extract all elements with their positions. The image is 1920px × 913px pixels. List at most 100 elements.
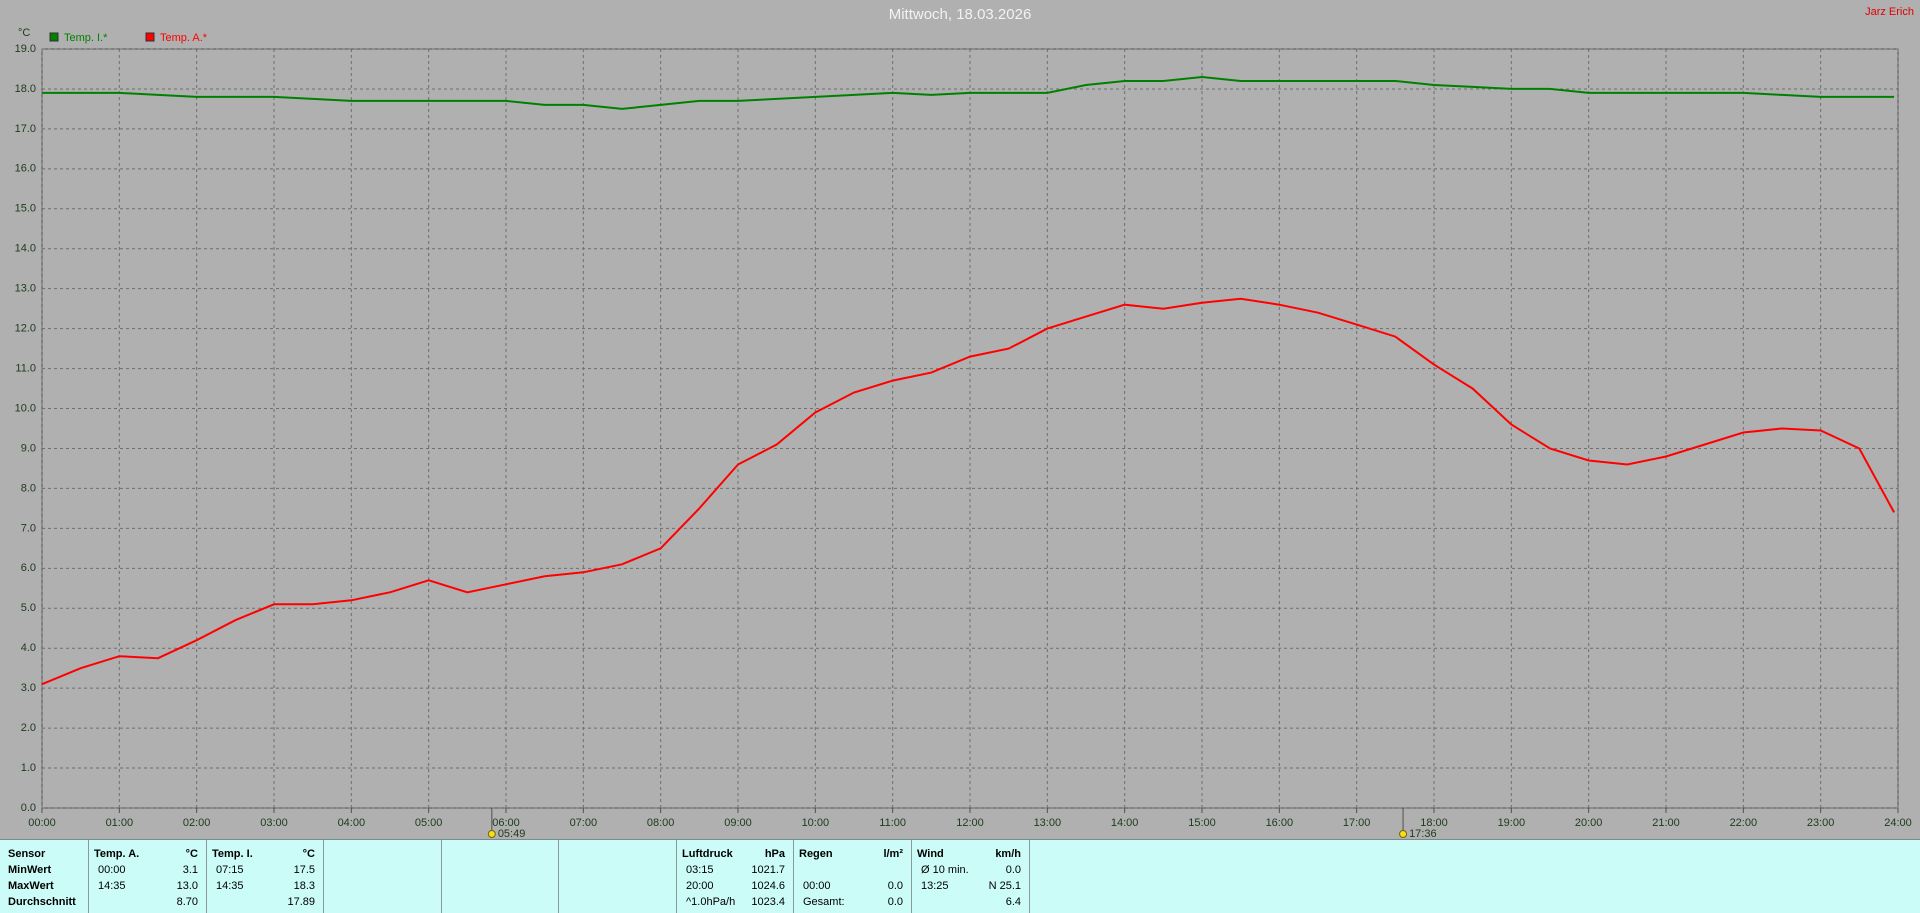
cell-time: 13:25 [921, 880, 949, 892]
x-tick-label: 04:00 [338, 817, 366, 829]
x-tick-label: 12:00 [956, 817, 984, 829]
cell-time: 20:00 [686, 880, 714, 892]
y-tick-label: 10.0 [15, 402, 36, 414]
y-tick-label: 2.0 [21, 722, 36, 734]
sensor-row-label: Durchschnitt [8, 896, 76, 908]
x-tick-label: 13:00 [1034, 817, 1062, 829]
x-tick-label: 07:00 [570, 817, 598, 829]
cell-value: 3.1 [182, 864, 198, 876]
x-tick-label: 14:00 [1111, 817, 1139, 829]
y-tick-label: 7.0 [21, 522, 36, 534]
block-unit: l/m² [883, 848, 903, 860]
cell-value: 0.0 [887, 896, 903, 908]
x-tick-label: 00:00 [28, 817, 56, 829]
x-tick-label: 23:00 [1807, 817, 1835, 829]
sensor-row-label: MinWert [8, 864, 52, 876]
line-series [41, 297, 1895, 686]
cell-value: 13.0 [176, 880, 198, 892]
x-tick-label: 09:00 [724, 817, 752, 829]
column-divider [911, 840, 912, 913]
column-divider [441, 840, 442, 913]
y-tick-label: 14.0 [15, 243, 36, 255]
x-tick-label: 06:00 [492, 817, 520, 829]
x-tick-label: 08:00 [647, 817, 675, 829]
x-tick-label: 19:00 [1498, 817, 1526, 829]
cell-time: Ø 10 min. [921, 864, 969, 876]
x-tick-label: 01:00 [106, 817, 134, 829]
block-header: Regen [799, 848, 833, 860]
cell-time: 00:00 [98, 864, 126, 876]
cell-value: N 25.1 [988, 880, 1021, 892]
x-tick-label: 05:00 [415, 817, 443, 829]
sensor-header: Sensor [8, 848, 46, 860]
x-tick-label: 22:00 [1730, 817, 1758, 829]
y-tick-label: 1.0 [21, 762, 36, 774]
cell-value: 17.5 [293, 864, 315, 876]
block-unit: °C [302, 848, 315, 860]
cell-value: 6.4 [1005, 896, 1021, 908]
sensor-row-label: MaxWert [8, 880, 54, 892]
column-divider [676, 840, 677, 913]
block-header: Temp. A. [94, 848, 140, 860]
x-tick-label: 17:00 [1343, 817, 1371, 829]
block-header: Temp. I. [212, 848, 253, 860]
column-divider [323, 840, 324, 913]
y-tick-label: 8.0 [21, 482, 36, 494]
cell-time: 14:35 [216, 880, 244, 892]
line-series [42, 75, 1895, 110]
cell-value: 1021.7 [751, 864, 785, 876]
sun-label: 05:49 [498, 828, 526, 839]
block-unit: hPa [764, 848, 785, 860]
cell-time: ^1.0hPa/h [686, 896, 736, 908]
x-tick-label: 18:00 [1420, 817, 1448, 829]
sun-icon [1399, 830, 1408, 838]
y-tick-label: 0.0 [21, 802, 36, 814]
x-tick-label: 10:00 [802, 817, 830, 829]
y-tick-label: 16.0 [15, 163, 36, 175]
block-header: Luftdruck [682, 848, 733, 860]
column-divider [793, 840, 794, 913]
x-tick-label: 02:00 [183, 817, 211, 829]
y-tick-label: 11.0 [15, 362, 36, 374]
y-tick-label: 5.0 [21, 602, 36, 614]
y-tick-label: 19.0 [15, 43, 36, 55]
column-divider [1029, 840, 1030, 913]
cell-time: 03:15 [686, 864, 714, 876]
y-tick-label: 4.0 [21, 642, 36, 654]
legend-swatch [145, 32, 155, 42]
cell-time: 00:00 [803, 880, 831, 892]
cell-value: 1024.6 [751, 880, 785, 892]
x-tick-label: 24:00 [1884, 817, 1912, 829]
cell-value: 0.0 [887, 880, 903, 892]
x-tick-label: 15:00 [1188, 817, 1216, 829]
x-tick-label: 21:00 [1652, 817, 1680, 829]
y-tick-label: 12.0 [15, 323, 36, 335]
cell-value: 18.3 [293, 880, 315, 892]
block-header: Wind [917, 848, 944, 860]
y-tick-label: 6.0 [21, 562, 36, 574]
column-divider [558, 840, 559, 913]
y-tick-label: 18.0 [15, 83, 36, 95]
cell-value: 0.0 [1005, 864, 1021, 876]
legend-swatch [49, 32, 59, 42]
chart: Mittwoch, 18.03.2026 Jarz Erich °C 0.0 1.… [15, 6, 1914, 839]
cell-value: 8.70 [176, 896, 198, 908]
chart-title: Mittwoch, 18.03.2026 [889, 6, 1032, 23]
column-divider [206, 840, 207, 913]
cell-time: 07:15 [216, 864, 244, 876]
y-tick-label: 13.0 [15, 283, 36, 295]
y-tick-label: 3.0 [21, 682, 36, 694]
x-tick-label: 03:00 [260, 817, 288, 829]
y-tick-label: 17.0 [15, 123, 36, 135]
x-tick-label: 20:00 [1575, 817, 1603, 829]
block-unit: km/h [995, 848, 1021, 860]
cell-time: 14:35 [98, 880, 126, 892]
cell-value: 17.89 [287, 896, 315, 908]
cell-time: Gesamt: [803, 896, 845, 908]
sun-icon [487, 830, 496, 838]
legend-label: Temp. A.* [160, 32, 208, 44]
y-tick-label: 15.0 [15, 203, 36, 215]
block-unit: °C [185, 848, 198, 860]
summary-panel: Sensor MinWert MaxWert Durchschnitt Temp. A.… [0, 839, 1920, 913]
